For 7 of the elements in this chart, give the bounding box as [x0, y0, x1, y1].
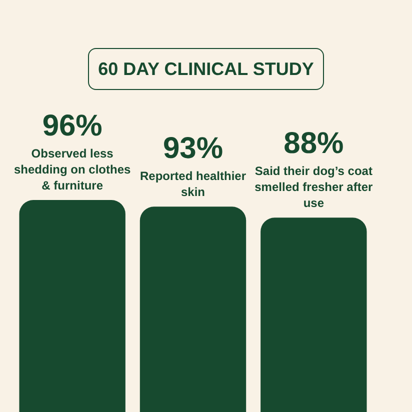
x-tick-label: Observed less shedding on clothes & furniture	[14, 146, 131, 192]
x-tick-label: Said their dog’s coat smelled fresher after use	[254, 164, 374, 210]
chart-title: 60 DAY CLINICAL STUDY	[88, 48, 324, 90]
data-label: 93%	[162, 132, 224, 165]
data-label: 96%	[42, 109, 102, 142]
data-label: 88%	[284, 126, 344, 160]
x-tick-label: Reported healthier skin	[140, 168, 246, 199]
